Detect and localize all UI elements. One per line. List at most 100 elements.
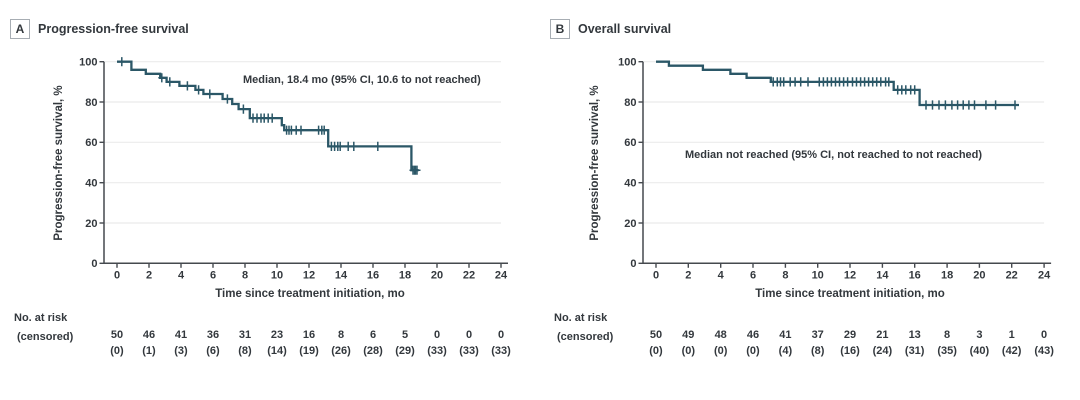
censored-value: (33) <box>427 345 447 357</box>
censored-value: (33) <box>491 345 511 357</box>
censored-value: (35) <box>937 345 957 357</box>
x-tick-label: 18 <box>399 269 411 281</box>
censored-value: (19) <box>299 345 319 357</box>
at-risk-value: 23 <box>270 329 284 341</box>
x-tick-label: 18 <box>941 269 953 281</box>
x-tick-label: 20 <box>973 269 985 281</box>
y-axis-label: Progression-free survival, % <box>53 85 65 241</box>
x-tick-label: 20 <box>431 269 443 281</box>
x-tick-label: 6 <box>210 269 216 281</box>
censored-value: (4) <box>778 345 793 357</box>
censored-value: (31) <box>904 345 925 357</box>
x-tick-label: 10 <box>812 269 824 281</box>
censored-value: (29) <box>395 345 415 357</box>
censored-row: (0) (1) (3) (6) (8) (14) (19) (26) (28) (29) (33) (… <box>0 345 540 359</box>
at-risk-value: 50 <box>649 329 663 341</box>
at-risk-value: 1 <box>1008 329 1015 341</box>
x-tick-label: 22 <box>1006 269 1018 281</box>
x-axis-label: Time since treatment initiation, mo <box>755 288 945 300</box>
at-risk-value: 0 <box>1041 329 1048 341</box>
censored-value: (40) <box>969 345 990 357</box>
at-risk-value: 6 <box>369 329 377 341</box>
censored-label: (censored) <box>17 331 74 343</box>
at-risk-row: 50 46 41 36 31 23 16 8 6 5 0 0 0 <box>0 329 540 343</box>
x-tick-label: 24 <box>1038 269 1051 281</box>
panel-letter-box: A <box>10 19 30 39</box>
at-risk-row: 50 49 48 46 41 37 29 21 13 8 3 1 0 <box>540 329 1080 343</box>
at-risk-value: 29 <box>843 329 857 341</box>
at-risk-value: 46 <box>746 329 760 341</box>
y-tick-label: 20 <box>85 218 97 230</box>
censored-value: (42) <box>1001 345 1022 357</box>
panel-letter-box: B <box>550 19 570 39</box>
km-curve <box>117 60 419 172</box>
y-tick-label: 60 <box>624 137 636 149</box>
at-risk-value: 8 <box>944 329 951 341</box>
no-at-risk-label: No. at risk <box>14 312 68 324</box>
no-at-risk-label: No. at risk <box>554 312 608 324</box>
y-tick-label: 80 <box>624 97 636 109</box>
x-tick-label: 2 <box>146 269 152 281</box>
at-risk-value: 8 <box>337 329 345 341</box>
panel-progression-free-survival: 0 20 40 60 80 100 0 2 4 6 8 10 12 14 16 18 20 22 24 A Prog… <box>0 19 540 359</box>
censor-marks <box>118 57 421 175</box>
y-tick-label: 100 <box>618 57 636 69</box>
x-tick-label: 16 <box>367 269 379 281</box>
x-tick-label: 6 <box>750 269 756 281</box>
panel-title: Overall survival <box>578 22 672 36</box>
x-tick-label: 4 <box>718 269 725 281</box>
censored-value: (0) <box>681 345 696 357</box>
x-tick-label: 14 <box>335 269 348 281</box>
at-risk-value: 5 <box>401 329 409 341</box>
y-axis-label: Progression-free survival, % <box>589 85 601 241</box>
censored-value: (16) <box>840 345 860 357</box>
x-tick-label: 10 <box>271 269 283 281</box>
x-tick-label: 4 <box>178 269 185 281</box>
y-tick-label: 100 <box>79 57 97 69</box>
x-tick-label: 12 <box>303 269 315 281</box>
y-tick-label: 40 <box>85 178 97 190</box>
x-tick-label: 14 <box>876 269 889 281</box>
at-risk-value: 3 <box>976 329 983 341</box>
censored-value: (8) <box>810 345 825 357</box>
censored-value: (0) <box>713 345 728 357</box>
at-risk-value: 41 <box>174 329 188 341</box>
censored-value: (6) <box>206 345 220 357</box>
at-risk-value: 16 <box>302 329 316 341</box>
y-tick-label: 40 <box>624 178 636 190</box>
at-risk-value: 41 <box>779 329 792 341</box>
at-risk-value: 13 <box>908 329 921 341</box>
at-risk-value: 0 <box>465 329 473 341</box>
x-tick-label: 16 <box>909 269 921 281</box>
x-tick-label: 24 <box>495 269 508 281</box>
median-annotation: Median not reached (95% CI, not reached … <box>685 149 983 161</box>
x-tick-label: 12 <box>844 269 856 281</box>
panel-header: B Overall survival <box>550 19 671 39</box>
x-tick-label: 8 <box>782 269 788 281</box>
y-tick-label: 0 <box>630 258 636 270</box>
panel-overall-survival: 0 20 40 60 80 100 0 2 4 6 8 10 12 14 16 18 20 22 24 B Over… <box>540 0 1080 400</box>
at-risk-value: 50 <box>110 329 124 341</box>
median-annotation: Median, 18.4 mo (95% CI, 10.6 to not rea… <box>243 74 481 86</box>
censored-value: (3) <box>174 345 188 357</box>
x-tick-label: 22 <box>463 269 475 281</box>
at-risk-value: 37 <box>811 329 824 341</box>
at-risk-value: 48 <box>714 329 727 341</box>
panel-title: Progression-free survival <box>38 22 189 36</box>
censored-row: (0) (0) (0) (0) (4) (8) (16) (24) (31) (35) (40) (4… <box>540 345 1080 359</box>
y-tick-label: 20 <box>624 218 636 230</box>
censored-value: (0) <box>649 345 663 357</box>
x-tick-label: 0 <box>114 269 120 281</box>
at-risk-value: 46 <box>142 329 156 341</box>
x-axis-label: Time since treatment initiation, mo <box>215 288 405 300</box>
at-risk-value: 31 <box>238 329 252 341</box>
x-tick-label: 0 <box>653 269 659 281</box>
censored-value: (8) <box>238 345 252 357</box>
x-tick-label: 8 <box>242 269 248 281</box>
censored-value: (0) <box>746 345 760 357</box>
censored-value: (24) <box>872 345 893 357</box>
censored-value: (43) <box>1034 345 1054 357</box>
at-risk-value: 36 <box>206 329 220 341</box>
